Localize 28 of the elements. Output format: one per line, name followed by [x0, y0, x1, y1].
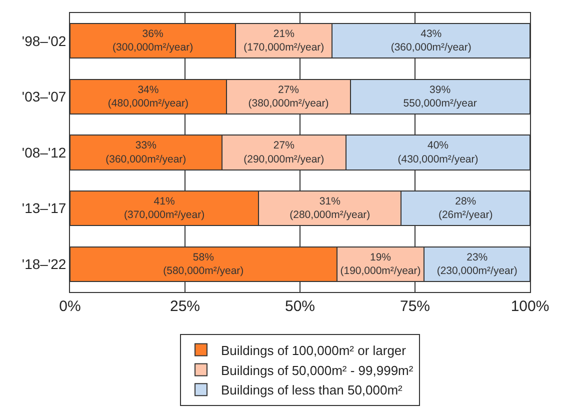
data-label: 23% (230,000m²/year) [436, 251, 518, 277]
legend-label: Buildings of 100,000m² or larger [221, 342, 407, 358]
x-tick-label: 50% [284, 298, 316, 315]
data-label: 43% (360,000m²/year) [390, 28, 472, 54]
legend-label: Buildings of 50,000m² - 99,999m² [221, 362, 414, 378]
x-tick-label: 25% [170, 298, 200, 315]
data-label: 27% (380,000m²/year) [248, 84, 329, 110]
data-label: 31% (280,000m²/year) [290, 195, 370, 222]
data-label: 27% (290,000m²/year) [244, 140, 324, 166]
y-tick-label: '08–'12 [22, 144, 66, 160]
data-label: 34% (480,000m²/year) [108, 84, 188, 110]
data-label: 40% (430,000m²/year) [398, 140, 478, 166]
data-label: 21% (170,000m²/year) [244, 28, 324, 54]
y-tick-label: '13–'17 [22, 200, 66, 216]
x-tick-label: 0% [59, 298, 81, 315]
data-label: 39% 550,000m²/year [403, 84, 478, 110]
data-label: 36% (300,000m²/year) [112, 28, 194, 54]
x-tick-label: 100% [510, 298, 550, 315]
data-label: 19% (190,000m²/year) [340, 251, 421, 277]
data-label: 41% (370,000m²/year) [124, 195, 205, 222]
legend-label: Buildings of less than 50,000m² [221, 382, 404, 398]
x-tick-label: 75% [400, 298, 430, 315]
data-label: 28% (26m²/year) [438, 195, 493, 222]
data-label: 58% (580,000m²/year) [163, 251, 244, 277]
data-label: 33% (360,000m²/year) [106, 140, 186, 166]
y-tick-label: '18–'22 [22, 256, 66, 272]
y-tick-label: '03–'07 [22, 88, 66, 105]
y-tick-label: '98–'02 [22, 32, 66, 49]
